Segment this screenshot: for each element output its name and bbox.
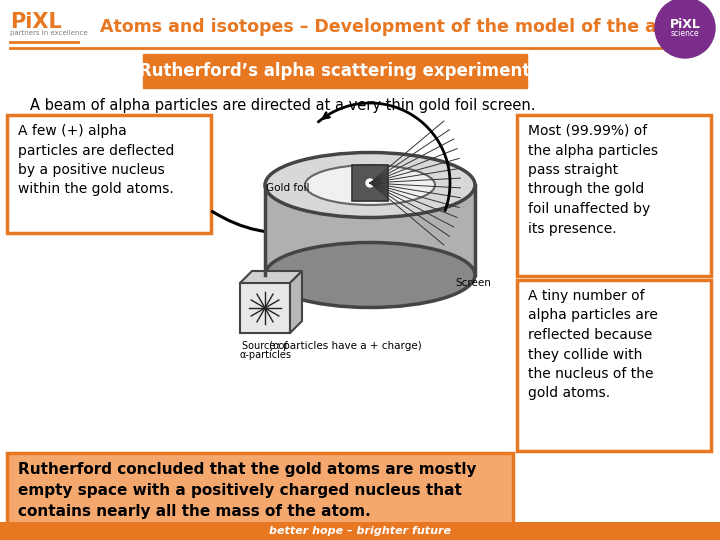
Text: (α particles have a + charge): (α particles have a + charge) bbox=[269, 341, 421, 351]
Text: α-particles: α-particles bbox=[239, 350, 291, 360]
Text: partners in excellence: partners in excellence bbox=[10, 30, 88, 36]
FancyBboxPatch shape bbox=[143, 54, 527, 88]
Text: PiXL: PiXL bbox=[670, 17, 701, 30]
Ellipse shape bbox=[265, 152, 475, 218]
Circle shape bbox=[655, 0, 715, 58]
FancyBboxPatch shape bbox=[7, 115, 211, 233]
Text: A few (+) alpha
particles are deflected
by a positive nucleus
within the gold at: A few (+) alpha particles are deflected … bbox=[18, 124, 174, 197]
Text: Rutherford concluded that the gold atoms are mostly
empty space with a positivel: Rutherford concluded that the gold atoms… bbox=[18, 462, 477, 519]
FancyBboxPatch shape bbox=[7, 453, 513, 537]
FancyBboxPatch shape bbox=[517, 280, 711, 451]
Text: Most (99.99%) of
the alpha particles
pass straight
through the gold
foil unaffec: Most (99.99%) of the alpha particles pas… bbox=[528, 124, 658, 235]
Text: Source of: Source of bbox=[242, 341, 288, 351]
Bar bbox=[240, 283, 290, 333]
Circle shape bbox=[366, 179, 374, 187]
Text: Screen: Screen bbox=[455, 278, 491, 288]
Text: Atoms and isotopes – Development of the model of the atom: Atoms and isotopes – Development of the … bbox=[100, 18, 695, 36]
Text: PiXL: PiXL bbox=[10, 12, 62, 32]
Text: A tiny number of
alpha particles are
reflected because
they collide with
the nuc: A tiny number of alpha particles are ref… bbox=[528, 289, 658, 401]
Bar bbox=[0, 522, 720, 540]
Bar bbox=[352, 165, 388, 201]
Text: science: science bbox=[671, 30, 699, 38]
FancyBboxPatch shape bbox=[517, 115, 711, 276]
Text: Gold foil: Gold foil bbox=[266, 183, 310, 193]
Bar bbox=[265, 185, 475, 275]
Text: Rutherford’s alpha scattering experiment: Rutherford’s alpha scattering experiment bbox=[140, 62, 531, 80]
Text: better hope – brighter future: better hope – brighter future bbox=[269, 526, 451, 536]
Ellipse shape bbox=[305, 165, 435, 205]
Ellipse shape bbox=[265, 242, 475, 307]
Polygon shape bbox=[240, 271, 302, 283]
Text: A beam of alpha particles are directed at a very thin gold foil screen.: A beam of alpha particles are directed a… bbox=[30, 98, 536, 113]
Polygon shape bbox=[290, 271, 302, 333]
